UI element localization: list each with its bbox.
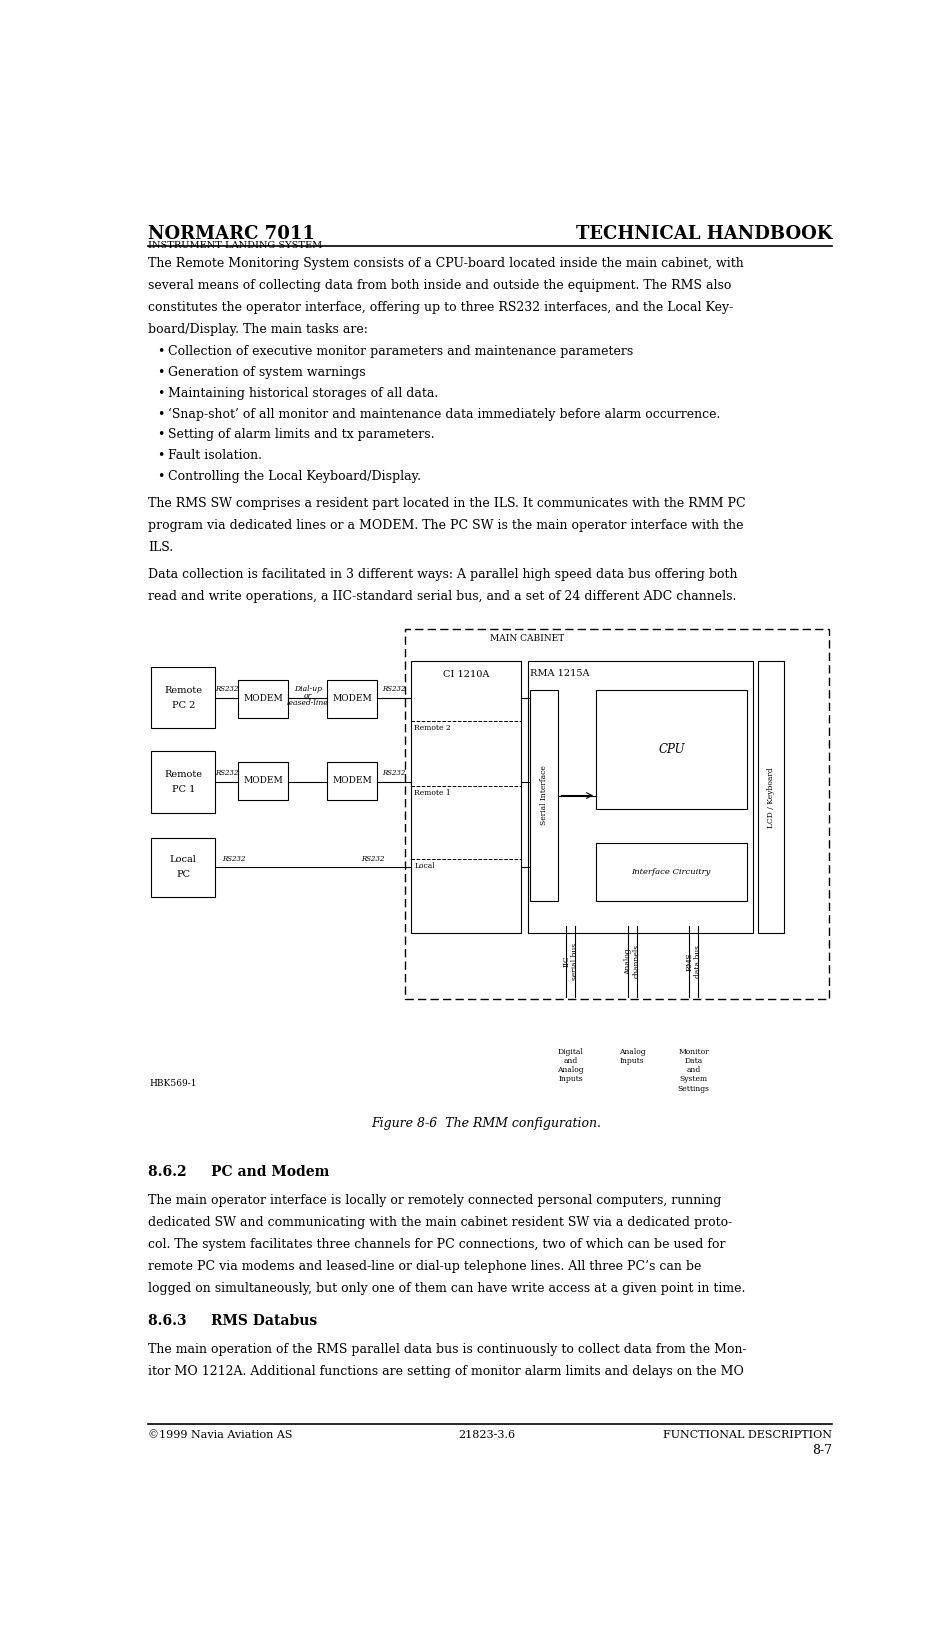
Text: 8.6.3     RMS Databus: 8.6.3 RMS Databus — [148, 1314, 317, 1327]
Text: Collection of executive monitor parameters and maintenance parameters: Collection of executive monitor paramete… — [168, 346, 633, 359]
Text: RMA 1215A: RMA 1215A — [530, 669, 589, 679]
Text: Analog
channels: Analog channels — [623, 945, 641, 978]
Text: RS232: RS232 — [382, 769, 406, 777]
Text: Local: Local — [415, 862, 435, 870]
Text: The main operation of the RMS parallel data bus is continuously to collect data : The main operation of the RMS parallel d… — [148, 1343, 747, 1356]
Text: Local: Local — [170, 855, 196, 865]
Text: Digital
and
Analog
Inputs: Digital and Analog Inputs — [557, 1048, 584, 1084]
Text: Controlling the Local Keyboard/Display.: Controlling the Local Keyboard/Display. — [168, 470, 421, 483]
Text: The Remote Monitoring System consists of a CPU-board located inside the main cab: The Remote Monitoring System consists of… — [148, 258, 744, 271]
Text: Interface Circuitry: Interface Circuitry — [632, 868, 711, 876]
FancyBboxPatch shape — [530, 690, 558, 901]
Text: FUNCTIONAL DESCRIPTION: FUNCTIONAL DESCRIPTION — [663, 1430, 832, 1439]
Text: constitutes the operator interface, offering up to three RS232 interfaces, and t: constitutes the operator interface, offe… — [148, 302, 734, 315]
Text: col. The system facilitates three channels for PC connections, two of which can : col. The system facilitates three channe… — [148, 1237, 726, 1250]
Text: 8-7: 8-7 — [812, 1444, 832, 1457]
Text: NORMARC 7011: NORMARC 7011 — [148, 225, 315, 243]
Text: or: or — [304, 692, 312, 700]
FancyBboxPatch shape — [152, 667, 215, 728]
FancyBboxPatch shape — [152, 837, 215, 898]
Text: Serial Interface: Serial Interface — [540, 765, 549, 826]
Text: IIC
serial bus: IIC serial bus — [562, 943, 579, 979]
Text: •: • — [157, 408, 164, 421]
Text: ‘Snap-shot’ of all monitor and maintenance data immediately before alarm occurre: ‘Snap-shot’ of all monitor and maintenan… — [168, 408, 720, 421]
Text: MODEM: MODEM — [332, 777, 372, 785]
Text: Remote 1: Remote 1 — [415, 790, 451, 798]
Text: leased-line: leased-line — [287, 698, 328, 707]
FancyBboxPatch shape — [152, 751, 215, 813]
Text: Dial-up: Dial-up — [294, 685, 322, 694]
Text: PC 2: PC 2 — [172, 700, 195, 710]
Text: ©1999 Navia Aviation AS: ©1999 Navia Aviation AS — [148, 1430, 292, 1439]
Text: several means of collecting data from both inside and outside the equipment. The: several means of collecting data from bo… — [148, 279, 732, 292]
Text: •: • — [157, 366, 164, 379]
Text: MODEM: MODEM — [332, 695, 372, 703]
Text: Figure 8-6  The RMM configuration.: Figure 8-6 The RMM configuration. — [371, 1116, 602, 1129]
Text: •: • — [157, 428, 164, 441]
Text: Remote: Remote — [164, 685, 202, 695]
Text: Monitor
Data
and
System
Settings: Monitor Data and System Settings — [678, 1048, 710, 1093]
Text: Remote 2: Remote 2 — [415, 725, 451, 733]
Text: Fault isolation.: Fault isolation. — [168, 449, 262, 462]
Text: program via dedicated lines or a MODEM. The PC SW is the main operator interface: program via dedicated lines or a MODEM. … — [148, 519, 744, 532]
Text: MODEM: MODEM — [244, 695, 283, 703]
Text: •: • — [157, 346, 164, 359]
Text: remote PC via modems and leased-line or dial-up telephone lines. All three PC’s : remote PC via modems and leased-line or … — [148, 1260, 701, 1273]
Text: RS232: RS232 — [382, 685, 406, 694]
Text: •: • — [157, 470, 164, 483]
Text: Setting of alarm limits and tx parameters.: Setting of alarm limits and tx parameter… — [168, 428, 435, 441]
Text: •: • — [157, 449, 164, 462]
FancyBboxPatch shape — [327, 762, 377, 800]
Text: 21823-3.6: 21823-3.6 — [457, 1430, 515, 1439]
Text: Generation of system warnings: Generation of system warnings — [168, 366, 365, 379]
Text: Maintaining historical storages of all data.: Maintaining historical storages of all d… — [168, 387, 438, 400]
FancyBboxPatch shape — [238, 681, 288, 718]
Text: itor MO 1212A. Additional functions are setting of monitor alarm limits and dela: itor MO 1212A. Additional functions are … — [148, 1364, 744, 1377]
Text: RS232: RS232 — [215, 685, 238, 694]
Text: RS232: RS232 — [215, 769, 238, 777]
Text: MODEM: MODEM — [244, 777, 283, 785]
Text: logged on simultaneously, but only one of them can have write access at a given : logged on simultaneously, but only one o… — [148, 1281, 745, 1294]
FancyBboxPatch shape — [596, 690, 747, 809]
Text: MAIN CABINET: MAIN CABINET — [490, 633, 565, 643]
Text: board/Display. The main tasks are:: board/Display. The main tasks are: — [148, 323, 368, 336]
Text: RMS
data bus: RMS data bus — [685, 945, 702, 978]
FancyBboxPatch shape — [238, 762, 288, 800]
Text: Data collection is facilitated in 3 different ways: A parallel high speed data b: Data collection is facilitated in 3 diff… — [148, 568, 737, 581]
FancyBboxPatch shape — [411, 661, 521, 934]
Text: CI 1210A: CI 1210A — [443, 671, 490, 679]
Text: The main operator interface is locally or remotely connected personal computers,: The main operator interface is locally o… — [148, 1193, 721, 1206]
Text: LCD / Keyboard: LCD / Keyboard — [767, 767, 775, 827]
Text: dedicated SW and communicating with the main cabinet resident SW via a dedicated: dedicated SW and communicating with the … — [148, 1216, 733, 1229]
Text: 8.6.2     PC and Modem: 8.6.2 PC and Modem — [148, 1165, 329, 1178]
Text: ILS.: ILS. — [148, 540, 173, 553]
Text: RS232: RS232 — [362, 855, 385, 863]
Text: CPU: CPU — [658, 743, 684, 756]
Text: Analog
Inputs: Analog Inputs — [619, 1048, 645, 1066]
FancyBboxPatch shape — [758, 661, 784, 934]
Text: INSTRUMENT LANDING SYSTEM: INSTRUMENT LANDING SYSTEM — [148, 242, 323, 250]
FancyBboxPatch shape — [528, 661, 754, 934]
FancyBboxPatch shape — [327, 681, 377, 718]
FancyBboxPatch shape — [596, 844, 747, 901]
Text: PC 1: PC 1 — [172, 785, 195, 795]
Text: PC: PC — [177, 870, 190, 880]
Text: RS232: RS232 — [222, 855, 245, 863]
Text: TECHNICAL HANDBOOK: TECHNICAL HANDBOOK — [576, 225, 832, 243]
Text: read and write operations, a IIC-standard serial bus, and a set of 24 different : read and write operations, a IIC-standar… — [148, 589, 736, 602]
Text: The RMS SW comprises a resident part located in the ILS. It communicates with th: The RMS SW comprises a resident part loc… — [148, 496, 746, 509]
Text: •: • — [157, 387, 164, 400]
Text: HBK569-1: HBK569-1 — [149, 1079, 196, 1087]
Text: Remote: Remote — [164, 770, 202, 778]
